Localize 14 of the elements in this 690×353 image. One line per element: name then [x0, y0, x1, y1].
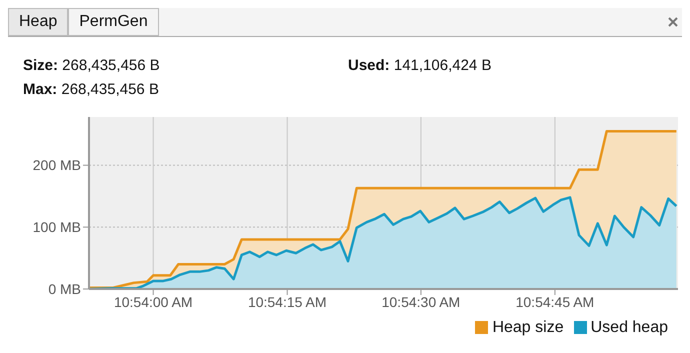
- x-tick-label: 10:54:30 AM: [382, 294, 460, 310]
- legend-label: Heap size: [492, 319, 564, 336]
- y-tick-label: 200 MB: [32, 157, 81, 174]
- text: Max: 268,435,456 B: [23, 81, 159, 98]
- text: Used: 141,106,424 B: [348, 57, 492, 74]
- text: Size: 268,435,456 B: [23, 57, 160, 74]
- x-tick-label: 10:54:00 AM: [114, 294, 193, 310]
- x-tick-label: 10:54:45 AM: [516, 294, 594, 310]
- text: PermGen: [68, 8, 159, 36]
- legend-label: Used heap: [590, 319, 668, 336]
- y-tick-label: 0 MB: [48, 280, 81, 297]
- y-tick-label: 100 MB: [32, 219, 81, 236]
- x-tick-label: 10:54:15 AM: [248, 294, 327, 310]
- text: Heap: [8, 8, 68, 36]
